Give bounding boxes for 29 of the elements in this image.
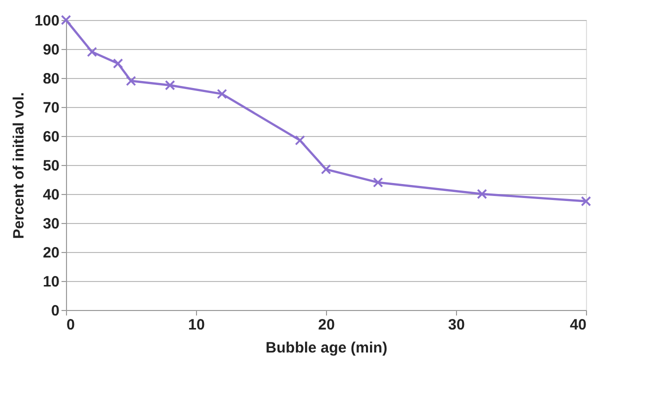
x-tick-label: 0 <box>66 316 75 334</box>
y-tick-label: 10 <box>42 274 60 290</box>
y-tick-label: 40 <box>42 186 60 204</box>
y-tick-label: 80 <box>42 70 60 88</box>
y-tick-label: 60 <box>42 128 60 146</box>
y-tick-label: 20 <box>42 244 60 262</box>
y-tick-label: 50 <box>42 158 60 174</box>
x-axis-title: Bubble age (min) <box>266 340 388 356</box>
point <box>320 164 332 174</box>
point <box>86 46 98 57</box>
x-tick-label: 30 <box>448 316 465 334</box>
y-tick-label: 70 <box>42 100 60 116</box>
point <box>60 14 72 26</box>
y-tick-label: 30 <box>42 216 60 232</box>
point <box>126 76 136 86</box>
point <box>476 188 488 200</box>
point <box>112 58 124 69</box>
y-tick-label: 0 <box>51 302 60 320</box>
point <box>580 196 592 206</box>
point <box>164 80 176 90</box>
x-tick-label: 40 <box>570 316 586 334</box>
point <box>372 177 384 188</box>
point <box>294 135 306 146</box>
y-tick-label: 90 <box>42 42 60 58</box>
point <box>216 88 228 100</box>
y-axis-title: Percent of initial vol. <box>10 92 28 239</box>
x-tick-label: 10 <box>188 316 205 334</box>
x-tick-label: 20 <box>318 316 335 334</box>
y-tick-label: 100 <box>34 12 60 30</box>
